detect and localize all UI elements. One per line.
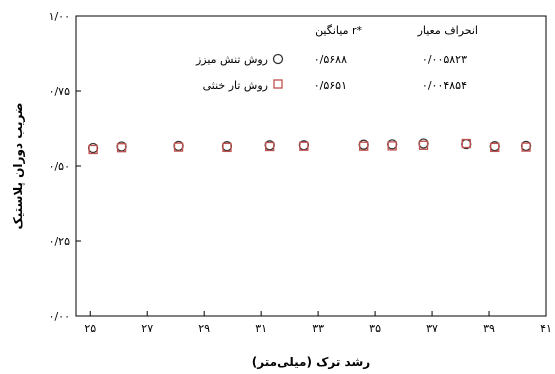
legend-series-1-mean: ۰/۵۶۸۸	[314, 53, 347, 66]
series-2-point	[359, 141, 369, 151]
legend-header-std: انحراف معیار	[417, 24, 478, 37]
series-2-point	[299, 141, 309, 151]
y-tick-label: ۱/۰۰	[49, 10, 70, 23]
series-2-point	[116, 143, 127, 153]
data-points	[87, 138, 532, 155]
x-tick-label: ۲۷	[141, 322, 153, 335]
series-2-point	[222, 142, 232, 153]
y-axis-label: ضریب دوران پلاستیک	[11, 102, 26, 229]
series-2-point	[490, 142, 500, 153]
x-tick-label: ۳۷	[426, 322, 438, 335]
legend-series-1-std: ۰/۰۰۵۸۲۳	[422, 53, 467, 66]
legend-marker-circle	[272, 53, 284, 65]
series-2-point	[387, 141, 397, 151]
series-1-point	[418, 138, 429, 149]
x-tick-label: ۳۱	[255, 322, 267, 335]
legend-series-2-mean: ۰/۵۶۵۱	[314, 79, 347, 92]
x-tick-label: ۳۳	[312, 322, 324, 335]
y-axis-ticks: ۰/۰۰ ۰/۲۵ ۰/۵۰ ۰/۷۵ ۱/۰۰	[49, 10, 81, 323]
series-2-point	[461, 138, 471, 149]
series-2-point	[521, 142, 531, 152]
legend-series-2-std: ۰/۰۰۴۸۵۴	[422, 79, 467, 92]
x-tick-label: ۳۵	[369, 322, 381, 335]
legend-series-1-name: روش تنش میزز	[195, 53, 268, 66]
series-2-point	[265, 141, 275, 152]
series-2-point	[88, 144, 98, 155]
legend-header-mean: میانگین r*	[315, 24, 362, 37]
x-tick-label: ۴۱	[540, 322, 552, 335]
y-tick-label: ۰/۷۵	[49, 85, 71, 98]
x-tick-label: ۲۹	[198, 322, 210, 335]
x-tick-label: ۳۹	[483, 322, 495, 335]
legend-marker-square	[273, 79, 283, 89]
series-2-point	[418, 140, 429, 150]
x-tick-label: ۲۵	[84, 322, 96, 335]
series-2-point	[173, 142, 184, 152]
x-axis-label: رشد ترک (میلی‌متر)	[252, 355, 370, 369]
legend-series-2-name: روش تار خنثی	[203, 79, 268, 92]
legend: انحراف معیار میانگین r* روش تنش میزز ۰/۵…	[195, 24, 478, 92]
x-axis-ticks: ۲۵ ۲۷ ۲۹ ۳۱ ۳۳ ۳۵ ۳۷ ۳۹ ۴۱	[84, 311, 552, 335]
plot-frame	[75, 15, 547, 317]
y-tick-label: ۰/۰۰	[49, 310, 70, 323]
y-tick-label: ۰/۵۰	[49, 160, 70, 173]
y-tick-label: ۰/۲۵	[49, 235, 71, 248]
